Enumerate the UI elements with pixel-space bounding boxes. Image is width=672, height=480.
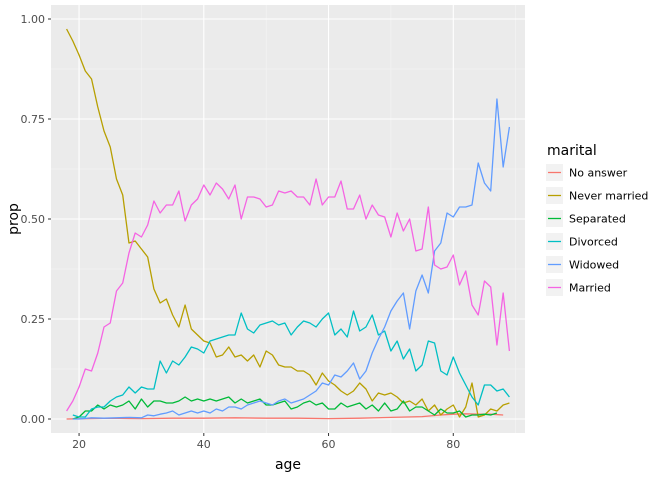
legend-label-1: Never married	[569, 190, 648, 203]
x-tick-label-1: 40	[197, 438, 211, 451]
series-line-married	[66, 178, 511, 412]
legend-label-5: Married	[569, 282, 611, 295]
x-tick-label-2: 60	[322, 438, 336, 451]
y-tick-label-3: 0.75	[21, 113, 46, 126]
series-line-no-answer	[66, 413, 504, 420]
y-tick-label-0: 0.00	[21, 413, 46, 426]
y-axis-title: prop	[6, 203, 22, 235]
y-tick-label-1: 0.25	[21, 313, 46, 326]
legend-label-0: No answer	[569, 167, 628, 180]
legend-items: No answer Never married Separated Divorced W…	[546, 164, 648, 296]
series-line-separated	[72, 396, 498, 420]
legend-label-2: Separated	[569, 213, 626, 226]
x-tick-label-0: 20	[72, 438, 86, 451]
legend: marital No answer Never married Separated D…	[546, 143, 648, 296]
series-lines	[66, 28, 511, 420]
legend-title: marital	[547, 143, 597, 159]
x-axis: 20 40 60 80	[72, 433, 460, 451]
series-line-widowed	[72, 98, 511, 420]
x-axis-title: age	[275, 457, 301, 473]
y-axis: 0.00 0.25 0.50 0.75 1.00	[21, 13, 51, 426]
legend-label-4: Widowed	[569, 259, 619, 272]
y-tick-label-2: 0.50	[21, 213, 46, 226]
y-tick-label-4: 1.00	[21, 13, 46, 26]
legend-label-3: Divorced	[569, 236, 618, 249]
series-line-divorced	[72, 310, 510, 418]
x-tick-label-3: 80	[446, 438, 460, 451]
series-line-never-married	[66, 28, 510, 418]
